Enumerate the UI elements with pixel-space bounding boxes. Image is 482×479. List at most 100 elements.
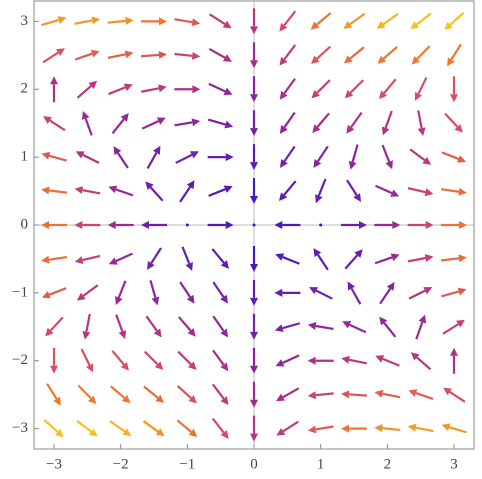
arrow [42,48,65,64]
arrow-head [343,55,353,64]
arrow-head [156,117,166,125]
arrow-head [459,221,467,229]
arrow [417,110,426,136]
arrow-shaft [208,47,226,59]
arrow-head [108,185,118,194]
arrow-shaft [441,290,460,298]
arrow [407,221,434,229]
arrow [141,117,166,130]
arrow [441,151,467,163]
arrow [110,385,131,404]
arrow [374,221,401,229]
arrow [344,79,365,99]
arrow-shaft [440,188,460,193]
arrow-head [390,189,400,197]
arrow [75,151,100,164]
arrow [374,389,401,399]
arrow-head [274,324,284,333]
arrow-head [310,21,320,30]
arrow-head [312,124,321,134]
arrow-head [458,254,467,263]
arrow-shaft [349,12,366,26]
arrow-head [386,282,395,291]
arrow-shaft [350,111,363,128]
arrow [250,415,258,442]
arrow-shaft [116,152,129,169]
arrow-shaft [374,256,393,265]
arrow-head [390,253,400,262]
arrow-shaft [48,154,67,162]
arrow-head [250,263,258,272]
arrow [307,356,334,365]
arrow-point [252,223,256,227]
x-tick-label: −3 [46,456,62,472]
arrow-shaft [74,19,93,25]
arrow-shaft [82,254,101,262]
arrow [108,252,133,265]
arrow [145,181,164,202]
arrow-shaft [176,385,192,399]
arrow-head [276,427,286,436]
arrow-head [220,260,229,269]
arrow-head [379,90,388,100]
arrow-head [158,84,167,93]
arrow [250,381,258,408]
arrow-head [407,423,417,432]
arrow-shaft [283,145,296,162]
arrow-shaft [283,111,296,128]
arrow [77,384,97,405]
arrow-shaft [145,315,158,332]
y-tick-label: −3 [12,420,28,436]
arrow [275,253,300,265]
x-tick-label: 1 [317,456,325,472]
arrow-head [88,428,98,437]
arrow-shaft [49,316,64,332]
arrow-head [124,50,134,59]
arrow [250,42,258,69]
arrow-head [250,297,258,306]
arrow [41,221,67,229]
arrow-shaft [283,10,297,26]
arrow-head [191,51,201,60]
arrow [250,110,258,137]
arrow-head [344,89,354,99]
arrow-head [374,389,384,398]
arrow [276,420,299,436]
arrow-head [341,424,349,433]
arrow [107,221,134,229]
arrow [341,390,368,399]
arrow-shaft [77,384,92,400]
arrow [141,221,167,229]
arrow-shaft [109,420,126,433]
arrow [209,13,232,29]
arrow [74,221,101,229]
arrow-shaft [107,53,126,59]
arrow-shaft [115,252,133,262]
arrow [441,287,467,298]
arrow [109,420,132,437]
arrow [212,281,229,304]
arrow [274,288,301,297]
arrow-head [377,55,387,64]
arrow [414,77,428,101]
arrow-shaft [415,321,424,340]
arrow-shaft [381,144,391,163]
arrow-head [107,221,116,229]
arrow-head [55,429,64,438]
arrow [111,113,129,135]
y-tick-label: 1 [21,149,29,165]
arrow-head [88,80,98,89]
arrow [46,383,61,406]
arrow-shaft [315,289,333,300]
arrow-shaft [140,53,160,58]
arrow [143,350,164,370]
arrow [279,78,296,100]
arrow-head [279,56,288,66]
arrow [348,144,359,170]
arrow-head [250,128,258,137]
arrow-shaft [82,284,99,297]
arrow-shaft [174,121,193,127]
arrow-shaft [415,426,434,433]
arrow-head [422,156,432,165]
arrow [43,116,66,132]
